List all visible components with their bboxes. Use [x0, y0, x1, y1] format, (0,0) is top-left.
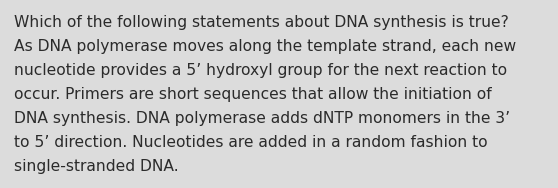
Text: nucleotide provides a 5’ hydroxyl group for the next reaction to: nucleotide provides a 5’ hydroxyl group …	[14, 63, 507, 78]
Text: Which of the following statements about DNA synthesis is true?: Which of the following statements about …	[14, 15, 509, 30]
Text: to 5’ direction. Nucleotides are added in a random fashion to: to 5’ direction. Nucleotides are added i…	[14, 135, 488, 150]
Text: DNA synthesis. DNA polymerase adds dNTP monomers in the 3’: DNA synthesis. DNA polymerase adds dNTP …	[14, 111, 510, 126]
Text: As DNA polymerase moves along the template strand, each new: As DNA polymerase moves along the templa…	[14, 39, 516, 54]
Text: occur. Primers are short sequences that allow the initiation of: occur. Primers are short sequences that …	[14, 87, 492, 102]
Text: single-stranded DNA.: single-stranded DNA.	[14, 159, 179, 174]
